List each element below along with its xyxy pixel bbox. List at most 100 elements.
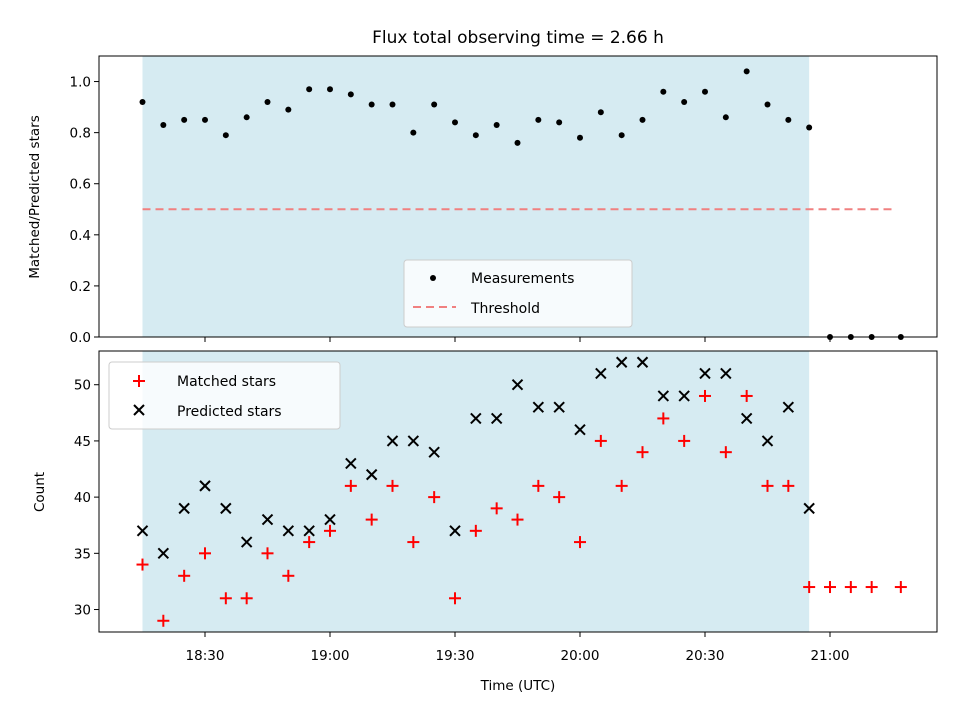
legend-measurements-marker	[430, 275, 436, 281]
bottom-legend-box	[108, 361, 341, 430]
predicted-star-point	[657, 390, 670, 402]
predicted-star-point	[324, 513, 336, 526]
predicted-star-point	[490, 412, 503, 425]
matched-star-point	[824, 581, 836, 594]
matched-star-point	[894, 581, 907, 594]
x-tick-label: 20:00	[561, 648, 600, 664]
predicted-star-point	[386, 435, 399, 447]
y-tick-label: 30	[74, 603, 91, 619]
predicted-star-point	[761, 435, 774, 447]
y-tick-label: 45	[74, 434, 91, 450]
matched-star-point	[574, 536, 586, 549]
matched-star-point	[865, 581, 878, 594]
top-legend-box	[403, 259, 633, 328]
measurement-point	[452, 119, 458, 126]
measurement-point	[202, 116, 208, 123]
legend-predicted-label: Predicted stars	[177, 404, 282, 420]
matched-star-point	[678, 434, 691, 447]
matched-star-point	[199, 547, 211, 560]
matched-star-point	[636, 446, 649, 459]
predicted-star-point	[136, 525, 149, 537]
matched-star-point	[699, 389, 711, 402]
x-tick-label: 19:00	[311, 648, 350, 664]
measurement-point	[431, 101, 438, 108]
measurement-point	[139, 98, 146, 105]
matched-star-point	[490, 502, 503, 515]
matched-star-point	[782, 479, 795, 492]
measurement-point	[347, 91, 354, 98]
predicted-star-point	[720, 367, 732, 380]
predicted-star-point	[470, 412, 482, 425]
predicted-star-point	[678, 390, 690, 402]
measurement-point	[160, 121, 167, 128]
matched-star-point	[219, 592, 232, 605]
predicted-star-point	[240, 536, 253, 548]
measurement-point	[306, 86, 313, 93]
matched-star-point	[178, 569, 191, 582]
predicted-star-point	[199, 480, 211, 492]
matched-star-point	[240, 592, 253, 605]
x-axis-label: Time (UTC)	[480, 678, 556, 694]
matched-star-point	[386, 479, 399, 492]
predicted-star-point	[303, 525, 315, 537]
measurement-point	[222, 132, 229, 139]
bottom-x-ticks: 18:30 19:00 19:30 20:00 20:30 21:00	[186, 632, 849, 664]
measurement-point	[410, 129, 417, 136]
top-legend: Measurements Threshold	[403, 259, 633, 328]
matched-star-point	[324, 524, 336, 537]
x-tick-label: 19:30	[436, 648, 475, 664]
matched-star-point	[615, 479, 628, 492]
measurement-point	[389, 101, 396, 108]
matched-star-point	[511, 513, 524, 526]
predicted-star-point	[449, 525, 461, 537]
predicted-star-point	[511, 379, 524, 391]
top-y-ticks: 0.0 0.2 0.4 0.6 0.8 1.0	[70, 75, 99, 346]
predicted-star-point	[178, 502, 190, 515]
predicted-star-point	[574, 423, 586, 436]
legend-matched-marker	[133, 375, 145, 387]
predicted-star-point	[615, 356, 628, 368]
matched-star-point	[428, 491, 441, 504]
predicted-star-point	[220, 502, 232, 515]
matched-star-point	[844, 581, 857, 594]
measurement-point	[472, 132, 479, 139]
measurement-point	[243, 114, 250, 121]
matched-star-point	[407, 536, 420, 549]
predicted-star-point	[365, 468, 378, 481]
matched-star-point	[365, 513, 378, 526]
matched-star-point	[719, 446, 732, 459]
measurement-point	[681, 98, 688, 105]
bottom-panel: 30 35 40 45 50 18:30 19:00 19:30 20:00 20:30 21:0…	[32, 350, 938, 694]
y-tick-label: 0.6	[70, 177, 91, 193]
predicted-star-point	[553, 401, 565, 413]
bottom-legend: Matched stars Predicted stars	[108, 361, 341, 430]
y-tick-label: 0.0	[70, 330, 91, 346]
matched-star-point	[344, 479, 357, 492]
y-tick-label: 0.2	[70, 279, 91, 295]
predicted-star-point	[428, 446, 440, 458]
measurement-point	[806, 124, 813, 131]
chart-title: Flux total observing time = 2.66 h	[372, 28, 664, 48]
matched-star-point	[803, 581, 816, 594]
matched-star-point	[157, 614, 170, 627]
predicted-star-point	[782, 401, 795, 413]
y-tick-label: 0.4	[70, 228, 91, 244]
legend-predicted-marker	[133, 404, 145, 416]
top-panel: 0.0 0.2 0.4 0.6 0.8 1.0 Matched/Predicted sta…	[27, 55, 938, 346]
measurement-point	[639, 116, 646, 123]
measurement-point	[743, 68, 750, 75]
predicted-star-point	[261, 513, 274, 526]
bottom-plot-frame	[98, 350, 938, 633]
matched-star-point	[282, 569, 295, 582]
matched-star-point	[761, 479, 774, 492]
legend-measurements-label: Measurements	[471, 271, 574, 287]
measurement-point	[535, 116, 542, 123]
matched-star-point	[261, 547, 274, 560]
matched-star-point	[303, 536, 316, 549]
matched-star-point	[449, 592, 461, 605]
predicted-star-point	[407, 435, 420, 447]
bottom-y-axis-label: Count	[32, 472, 48, 512]
predicted-star-point	[636, 356, 649, 368]
measurement-point	[493, 121, 500, 128]
